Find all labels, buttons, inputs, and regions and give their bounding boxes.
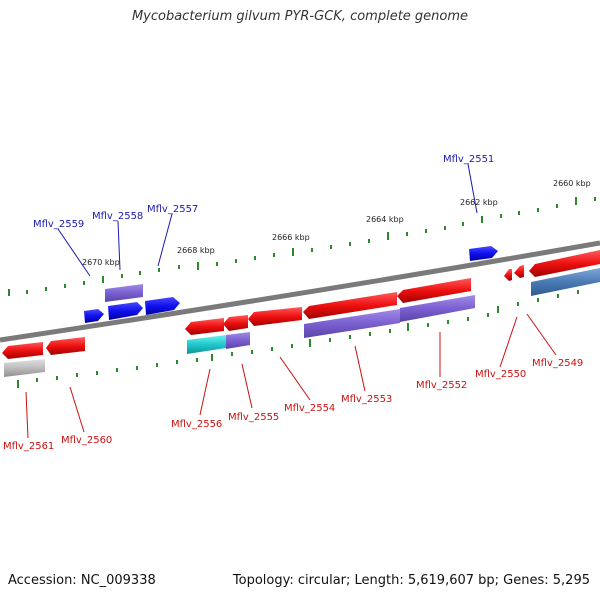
gene-label-2555[interactable]: Mflv_2555 [228, 412, 279, 423]
tick-label-2662: 2662 kbp [460, 198, 498, 207]
label-leader-lines [25, 163, 557, 439]
gene-label-2557[interactable]: Mflv_2557 [147, 204, 198, 215]
gene-block-2556[interactable] [185, 318, 224, 335]
gene-label-2551[interactable]: Mflv_2551 [443, 154, 494, 165]
genome-info-text: Topology: circular; Length: 5,619,607 bp… [232, 573, 590, 588]
tick-label-2670: 2670 kbp [82, 258, 120, 267]
gene-block-2555[interactable] [223, 315, 248, 331]
reverse-strand-genes [2, 250, 600, 377]
tick-label-2668: 2668 kbp [177, 246, 215, 255]
gene-block-2557[interactable] [145, 297, 180, 315]
tick-label-2666: 2666 kbp [272, 233, 310, 242]
gene-block-2549[interactable] [529, 250, 600, 277]
gene-block-2552[interactable] [397, 278, 471, 303]
reverse-gene-labels: Mflv_2561 Mflv_2560 Mflv_2556 Mflv_2555 … [3, 358, 583, 452]
gene-block-2558-rna[interactable] [105, 284, 143, 302]
gene-block-2561-gray[interactable] [4, 359, 45, 377]
genome-backbone [0, 240, 600, 343]
gene-label-2558[interactable]: Mflv_2558 [92, 211, 143, 222]
forward-gene-labels: Mflv_2559 Mflv_2558 Mflv_2557 Mflv_2551 [33, 154, 494, 230]
forward-strand-genes [84, 246, 498, 323]
gene-label-2554[interactable]: Mflv_2554 [284, 403, 335, 414]
gene-label-2560[interactable]: Mflv_2560 [61, 435, 112, 446]
gene-block-2558[interactable] [108, 302, 143, 320]
gene-block-2552-rna[interactable] [400, 295, 475, 322]
outer-tick-ring [8, 197, 596, 296]
gene-block-2561[interactable] [2, 342, 43, 359]
gene-block-2549-steel[interactable] [531, 268, 600, 296]
tick-label-2664: 2664 kbp [366, 215, 404, 224]
inner-tick-ring [17, 290, 579, 388]
gene-label-2561[interactable]: Mflv_2561 [3, 441, 54, 452]
genome-title: Mycobacterium gilvum PYR-GCK, complete g… [131, 9, 469, 24]
gene-label-2549[interactable]: Mflv_2549 [532, 358, 583, 369]
gene-block-2550b[interactable] [514, 265, 524, 278]
gene-label-2556[interactable]: Mflv_2556 [171, 419, 222, 430]
gene-label-2559[interactable]: Mflv_2559 [33, 219, 84, 230]
gene-block-2553-rna[interactable] [304, 309, 400, 338]
gene-label-2553[interactable]: Mflv_2553 [341, 394, 392, 405]
gene-block-2559[interactable] [84, 309, 104, 323]
gene-block-2554[interactable] [248, 307, 302, 326]
gene-block-2560[interactable] [46, 337, 85, 355]
accession-text: Accession: NC_009338 [8, 573, 156, 588]
gene-block-2555-rna[interactable] [226, 332, 250, 349]
gene-block-2556-cyan[interactable] [187, 335, 226, 354]
tick-label-2660: 2660 kbp [553, 179, 591, 188]
gene-label-2550[interactable]: Mflv_2550 [475, 369, 526, 380]
gene-label-2552[interactable]: Mflv_2552 [416, 380, 467, 391]
gene-block-2550a[interactable] [504, 269, 512, 281]
gene-block-2551[interactable] [469, 246, 498, 261]
gene-block-2553[interactable] [303, 292, 397, 319]
